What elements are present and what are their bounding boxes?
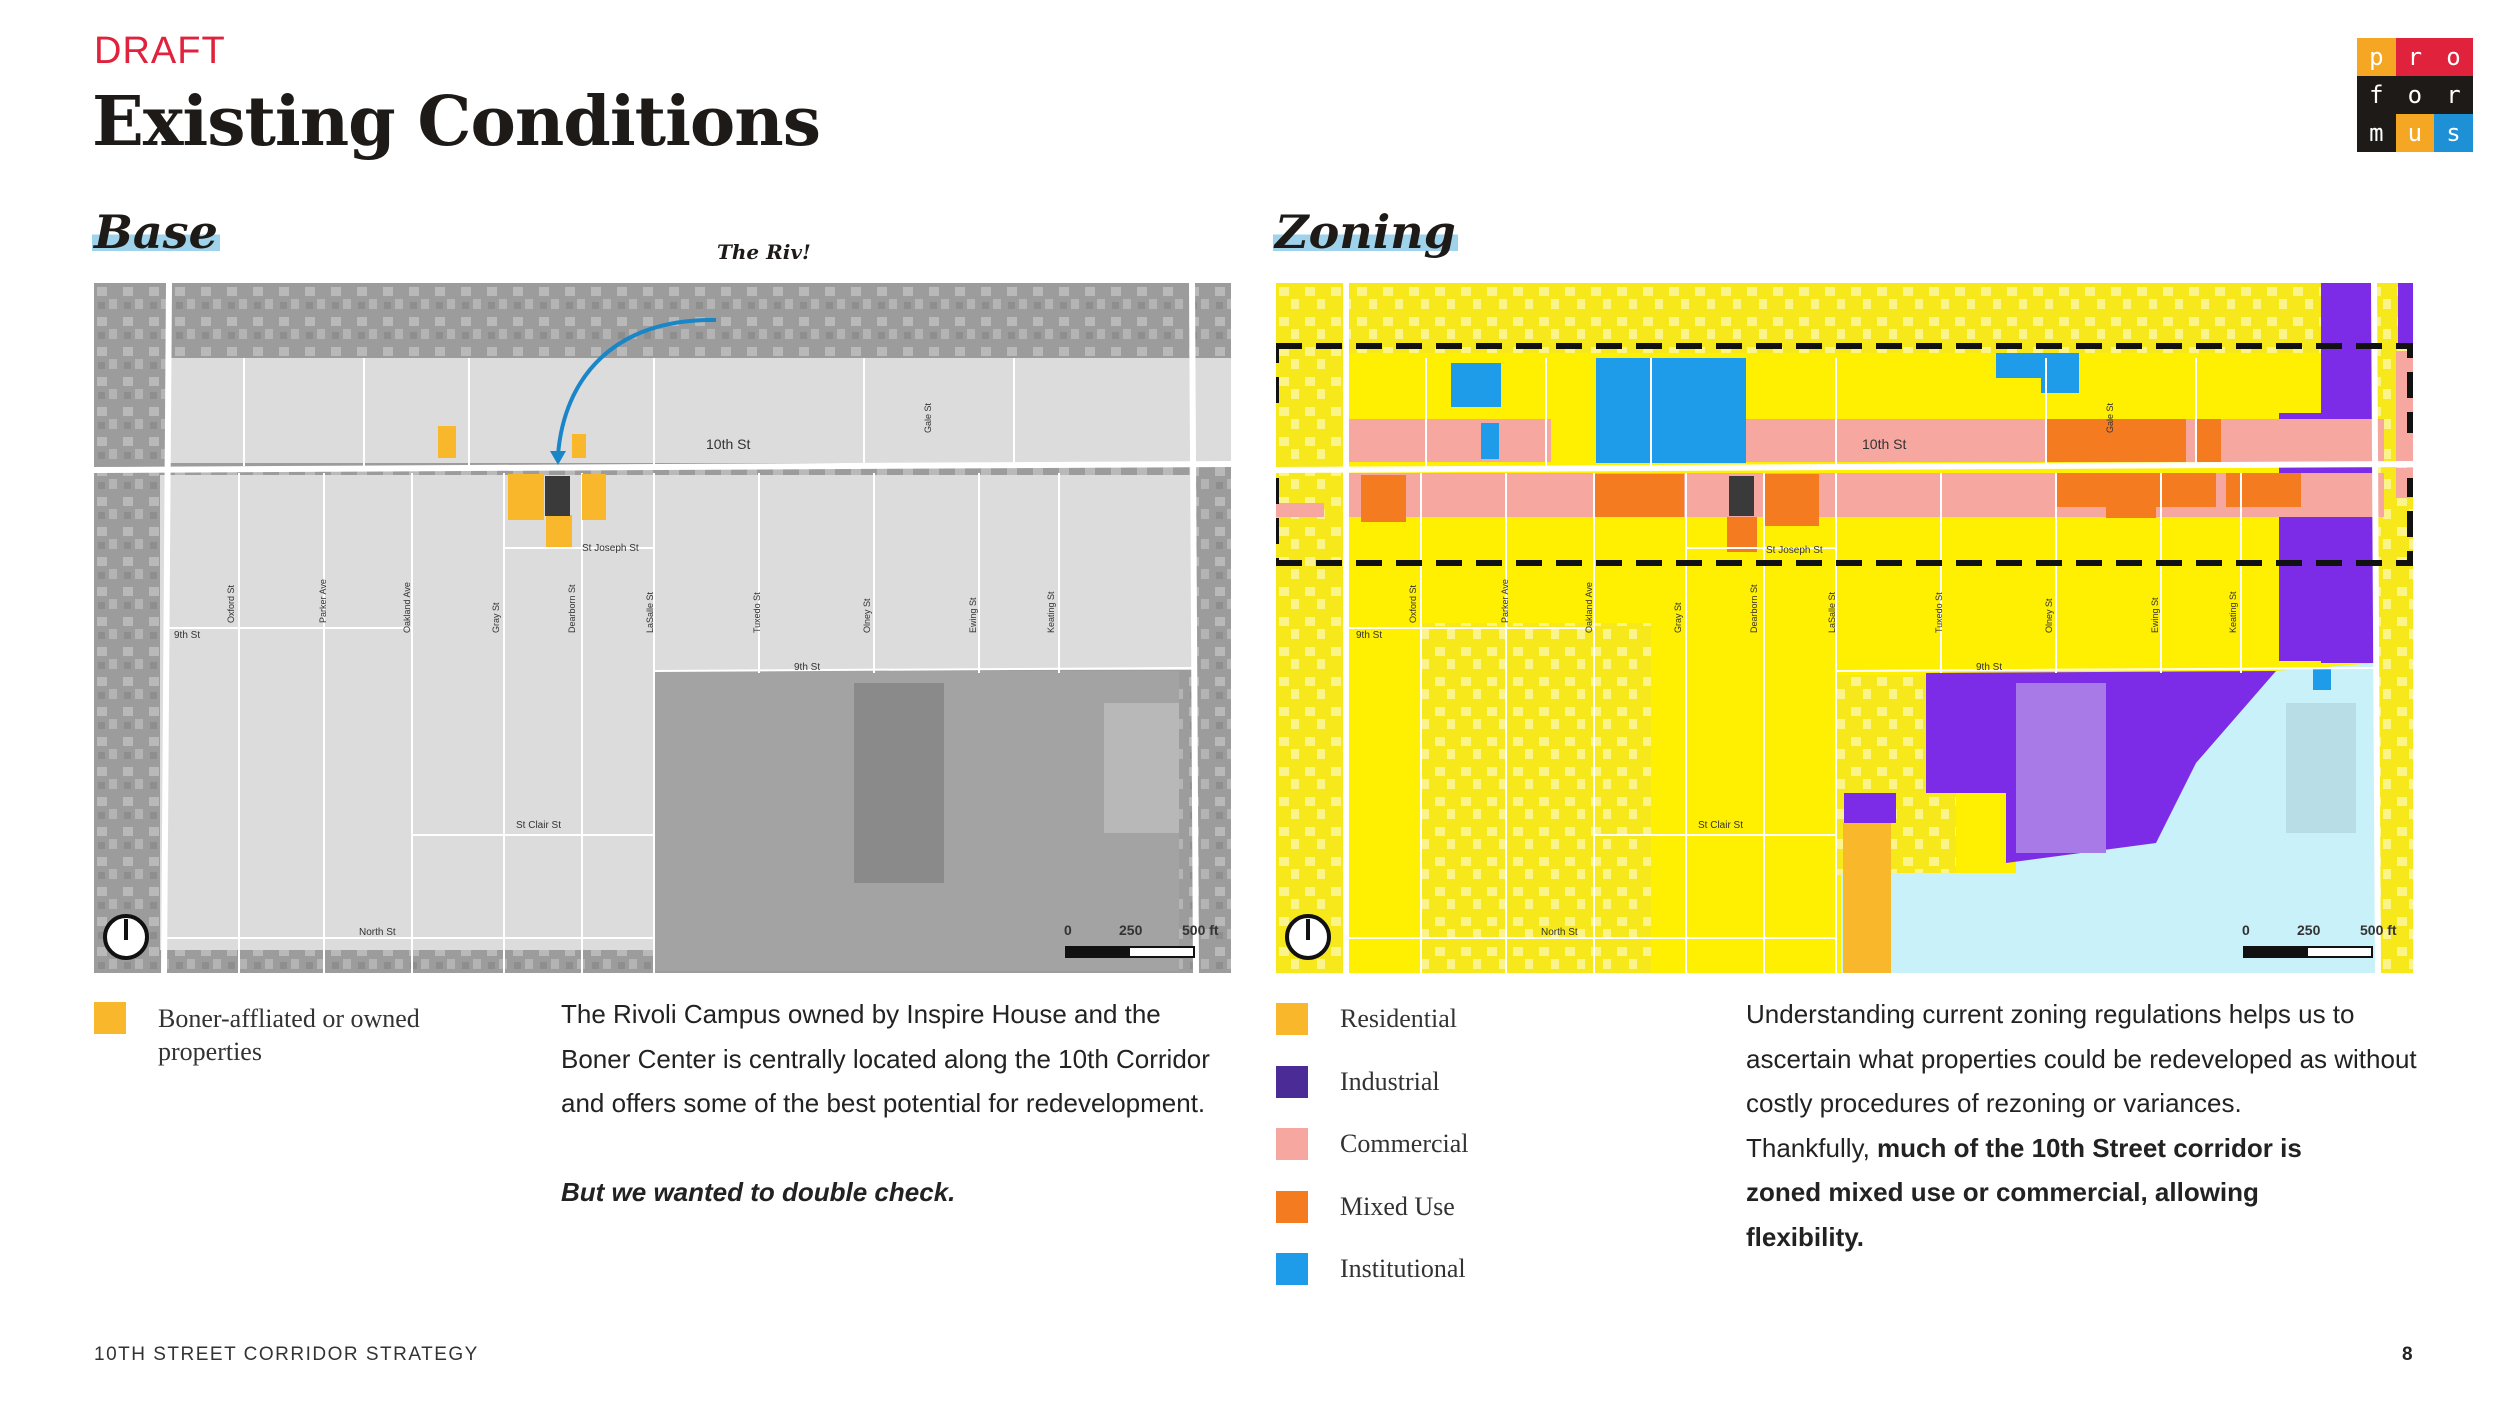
street-label: LaSalle St xyxy=(645,591,655,633)
proformus-logo: p r o f o r m u s xyxy=(2357,38,2473,152)
legend-item-institutional: Institutional xyxy=(1276,1253,1469,1316)
street-label: 9th St xyxy=(174,630,200,641)
street-label: 10th St xyxy=(706,436,750,452)
logo-cell: f xyxy=(2357,76,2396,114)
north-arrow-icon xyxy=(103,914,149,960)
base-section-title: Base xyxy=(92,205,220,259)
north-arrow-icon xyxy=(1285,914,1331,960)
draft-label: DRAFT xyxy=(94,30,226,72)
street-label: Tuxedo St xyxy=(752,592,762,633)
legend-item-mixed-use: Mixed Use xyxy=(1276,1190,1469,1254)
street-label: Keating St xyxy=(1046,591,1056,633)
street-label: Gale St xyxy=(923,402,933,433)
zoning-emphasis: much of the 10th Street corridor is zone… xyxy=(1746,1132,2302,1252)
street-label: 9th St xyxy=(1976,662,2002,673)
street-label: St Clair St xyxy=(1698,820,1743,831)
street-label: 10th St xyxy=(1862,436,1906,452)
street-label: 9th St xyxy=(1356,630,1382,641)
street-label: Parker Ave xyxy=(1500,579,1510,623)
scale-bar: 0 250 500 ft xyxy=(2242,922,2397,958)
base-description: The Rivoli Campus owned by Inspire House… xyxy=(561,992,1221,1214)
street-label: Oxford St xyxy=(226,584,236,623)
svg-text:250: 250 xyxy=(2297,922,2321,938)
scale-bar: 0 250 500 ft xyxy=(1064,922,1219,958)
svg-text:500 ft: 500 ft xyxy=(1182,922,1219,938)
legend-swatch xyxy=(1276,1190,1308,1223)
logo-cell: o xyxy=(2434,38,2473,76)
base-map: 10th St St Joseph St 9th St 9th St St Cl… xyxy=(94,283,1231,973)
svg-text:500 ft: 500 ft xyxy=(2360,922,2397,938)
street-label: Gray St xyxy=(491,602,501,633)
logo-cell: s xyxy=(2434,114,2473,152)
legend-swatch xyxy=(1276,1003,1308,1035)
street-label: Oxford St xyxy=(1408,584,1418,623)
svg-text:0: 0 xyxy=(2242,922,2250,938)
street-label: Tuxedo St xyxy=(1934,592,1944,633)
riv-callout: The Riv! xyxy=(717,240,811,264)
street-label: 9th St xyxy=(794,662,820,673)
svg-text:0: 0 xyxy=(1064,922,1072,938)
base-legend-item: Boner-affliated or owned properties xyxy=(94,1002,474,1068)
logo-cell: m xyxy=(2357,114,2396,152)
street-label: Dearborn St xyxy=(1749,584,1759,633)
street-label: North St xyxy=(359,927,396,938)
legend-swatch xyxy=(94,1002,126,1034)
page-title: Existing Conditions xyxy=(92,82,821,162)
street-label: Parker Ave xyxy=(318,579,328,623)
legend-swatch xyxy=(1276,1128,1308,1160)
street-label: St Joseph St xyxy=(1766,545,1823,556)
svg-text:250: 250 xyxy=(1119,922,1143,938)
street-label: North St xyxy=(1541,927,1578,938)
street-label: Gale St xyxy=(2105,402,2115,433)
logo-cell: u xyxy=(2395,114,2435,152)
zoning-legend: Residential Industrial Commercial Mixed … xyxy=(1276,1003,1469,1316)
thankfully-label: Thankfully, xyxy=(1746,1132,1870,1163)
legend-swatch xyxy=(1276,1065,1308,1098)
street-label: Dearborn St xyxy=(567,584,577,633)
logo-cell: p xyxy=(2357,38,2396,76)
logo-cell: o xyxy=(2395,76,2435,114)
logo-cell: r xyxy=(2395,38,2435,76)
street-label: St Clair St xyxy=(516,820,561,831)
page-number: 8 xyxy=(2402,1344,2413,1365)
logo-cell: r xyxy=(2434,76,2473,114)
street-label: Olney St xyxy=(2044,598,2054,633)
street-label: Ewing St xyxy=(2150,597,2160,633)
base-emphasis: But we wanted to double check. xyxy=(561,1176,956,1207)
zoning-section-title: Zoning xyxy=(1273,205,1458,259)
street-label: LaSalle St xyxy=(1827,591,1837,633)
legend-item-residential: Residential xyxy=(1276,1003,1469,1066)
street-label: Keating St xyxy=(2228,591,2238,633)
street-label: Olney St xyxy=(862,598,872,633)
street-label: Ewing St xyxy=(968,597,978,633)
street-label: Gray St xyxy=(1673,602,1683,633)
footer-label: 10TH STREET CORRIDOR STRATEGY xyxy=(94,1344,479,1365)
legend-item-commercial: Commercial xyxy=(1276,1128,1469,1191)
legend-item-industrial: Industrial xyxy=(1276,1065,1469,1129)
legend-swatch xyxy=(1276,1253,1308,1285)
zoning-map: 10th St St Joseph St 9th St 9th St St Cl… xyxy=(1276,283,2413,973)
corridor-outline xyxy=(1276,343,2413,566)
zoning-description: Understanding current zoning regulations… xyxy=(1746,999,2417,1252)
street-label: Oakland Ave xyxy=(1584,582,1594,633)
street-label: Oakland Ave xyxy=(402,582,412,633)
street-label: St Joseph St xyxy=(582,543,639,554)
